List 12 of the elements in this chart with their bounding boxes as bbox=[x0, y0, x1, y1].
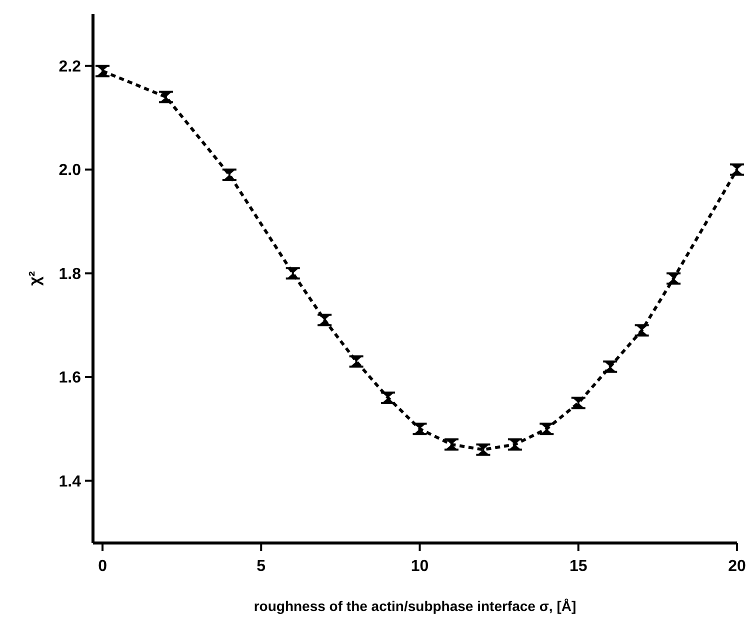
y-tick-label: 1.6 bbox=[58, 370, 82, 387]
y-tick-label: 1.4 bbox=[58, 473, 82, 490]
x-tick-label: 5 bbox=[256, 558, 266, 575]
x-axis-title: roughness of the actin/subphase interface σ, [Å] bbox=[254, 598, 576, 614]
y-tick-label: 1.8 bbox=[58, 266, 82, 283]
y-tick-label: 2.0 bbox=[58, 162, 82, 180]
y-axis-title: χ² bbox=[27, 271, 44, 286]
x-tick-label: 15 bbox=[569, 558, 588, 575]
x-tick-label: 0 bbox=[98, 558, 108, 575]
x-tick-label: 20 bbox=[728, 558, 746, 575]
y-tick-label: 2.2 bbox=[58, 58, 82, 76]
x-tick-label: 10 bbox=[410, 558, 429, 575]
